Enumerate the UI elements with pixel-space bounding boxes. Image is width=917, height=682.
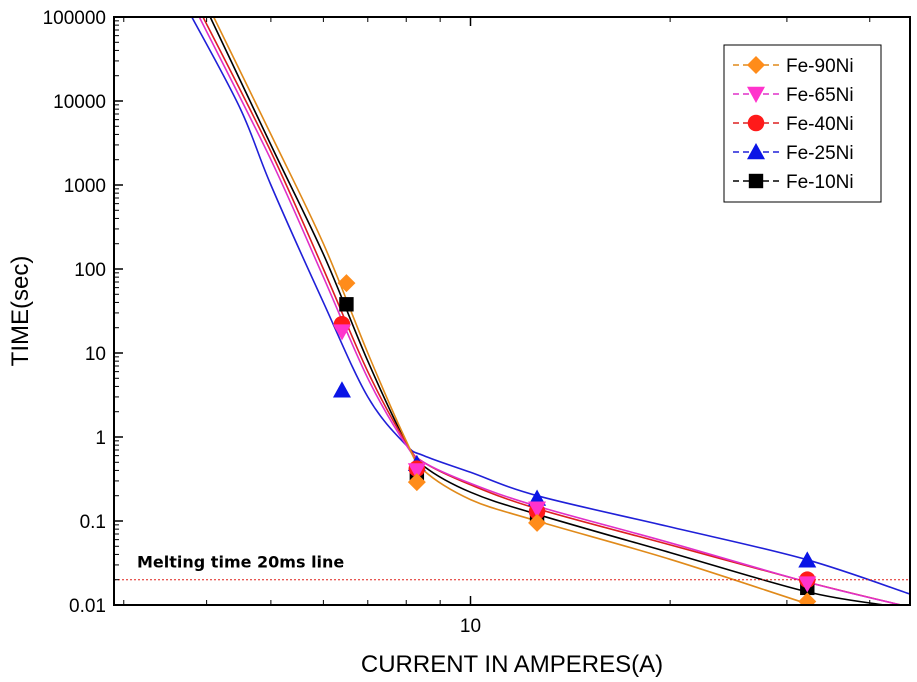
- data-point-s2-1: [332, 324, 351, 341]
- x-tick-label: 10: [460, 616, 481, 637]
- legend-marker-3: [747, 114, 765, 132]
- data-point-s5-1: [339, 297, 354, 312]
- x-axis-title: CURRENT IN AMPERES(A): [361, 651, 663, 678]
- legend-marker-5: [748, 173, 764, 189]
- legend-label-1: Fe-90Ni: [786, 56, 854, 77]
- y-tick-label: 100000: [43, 8, 106, 29]
- y-tick-label: 10: [85, 344, 106, 365]
- data-point-s4-4: [798, 551, 817, 568]
- data-point-s2-3: [528, 501, 547, 518]
- legend: Fe-90Ni Fe-65Ni Fe-40Ni Fe-25Ni Fe-10Ni: [723, 44, 882, 203]
- legend-label-3: Fe-40Ni: [786, 114, 854, 135]
- y-tick-label: 0.01: [69, 596, 106, 617]
- data-point-s1-3: [528, 513, 547, 532]
- data-markers: [332, 274, 817, 605]
- y-tick-label: 10000: [53, 92, 106, 113]
- melting-time-annotation: Melting time 20ms line: [137, 553, 344, 572]
- y-tick-label: 100: [74, 260, 106, 281]
- fit-curve-2: [198, 17, 904, 605]
- data-point-s2-4: [798, 576, 817, 593]
- data-point-s4-1: [332, 381, 351, 398]
- fit-curve-4: [191, 17, 910, 595]
- plot-frame: [113, 16, 911, 606]
- y-tick-label: 1: [95, 428, 106, 449]
- data-point-s1-4: [798, 592, 817, 605]
- legend-marker-1: [747, 56, 765, 74]
- data-point-s1-2: [407, 473, 426, 492]
- data-point-s2-2: [407, 463, 426, 480]
- data-point-s1-1: [337, 274, 356, 293]
- legend-marker-4: [747, 143, 765, 160]
- y-tick-label: 0.1: [80, 512, 106, 533]
- legend-label-4: Fe-25Ni: [786, 143, 854, 164]
- legend-label-5: Fe-10Ni: [786, 172, 854, 193]
- y-axis-title: TIME(sec): [7, 256, 34, 367]
- y-tick-label: 1000: [64, 176, 106, 197]
- legend-label-2: Fe-65Ni: [786, 85, 854, 106]
- legend-marker-2: [747, 86, 765, 103]
- axes: 0.01 0.1 1 10 100 1000 10000 100000 10: [43, 8, 871, 637]
